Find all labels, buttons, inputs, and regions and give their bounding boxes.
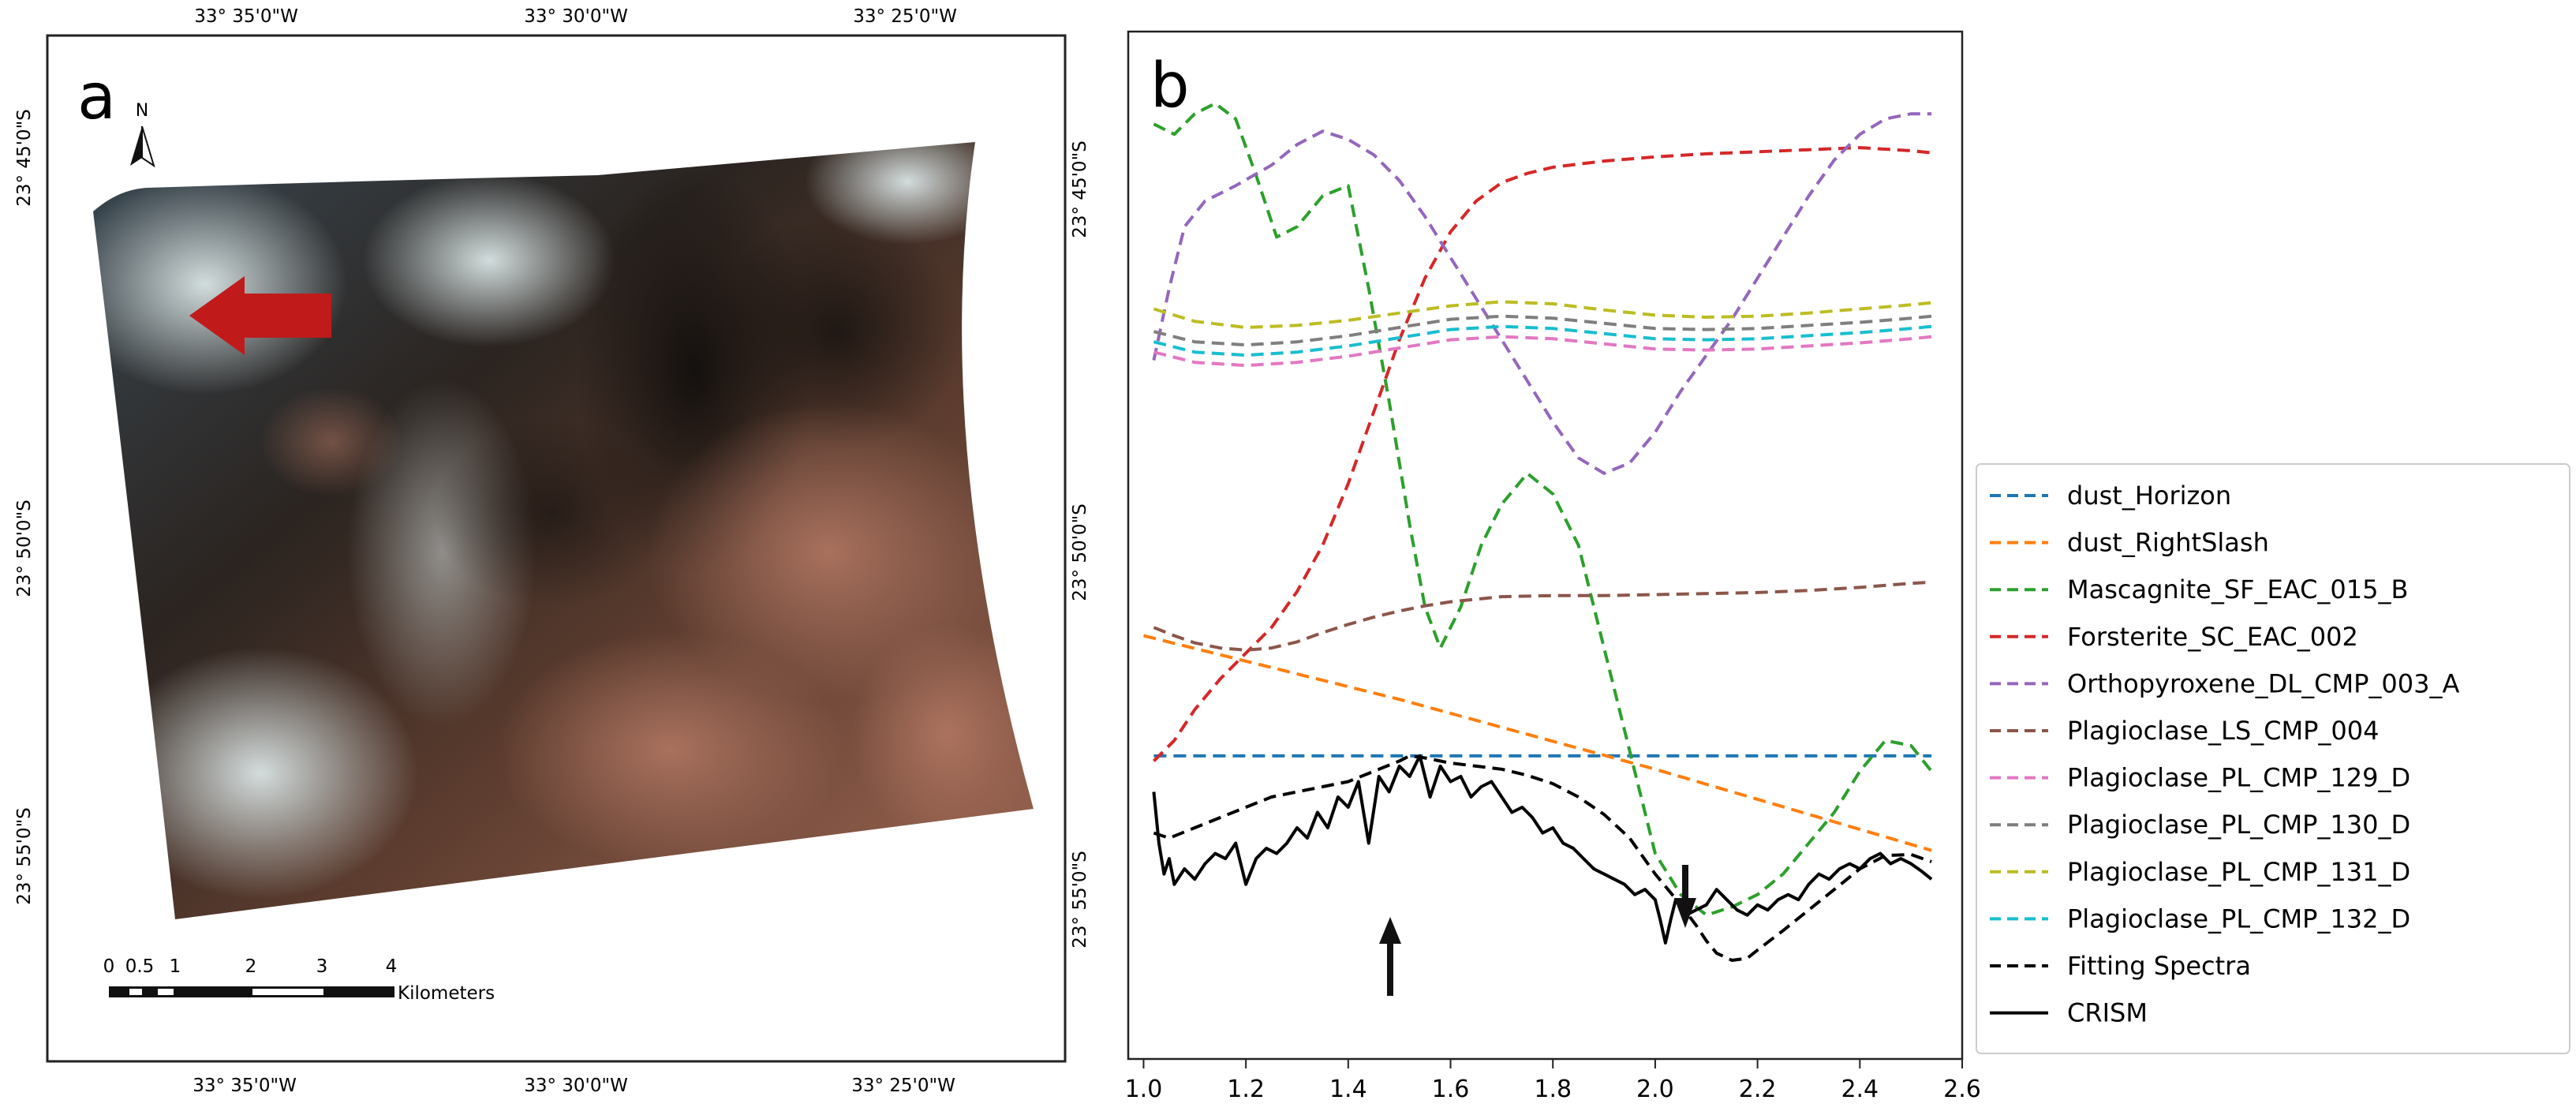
north-arrow-icon: N	[130, 101, 155, 168]
legend-label-plagioclase-pl-cmp-129-d: Plagioclase_PL_CMP_129_D	[2067, 763, 2410, 793]
legend-label-dust-rightslash: dust_RightSlash	[2067, 528, 2269, 558]
top-lon-3: 33° 25'0"W	[853, 6, 957, 27]
legend: dust_Horizon dust_RightSlash Mascagnite_SF…	[1976, 463, 2570, 1054]
scale-tick-0-5: 0.5	[125, 956, 155, 977]
legend-label-crism: CRISM	[2067, 998, 2148, 1028]
series-line-plagioclase-pl-cmp-130-d	[1153, 314, 1932, 347]
scale-tick-3: 3	[316, 956, 328, 977]
left-lat-1: 23° 45'0"S	[14, 109, 35, 206]
plot-frame	[1127, 30, 1964, 1061]
right-lat-3: 23° 55'0"S	[1070, 851, 1090, 948]
scale-tick-1: 1	[170, 956, 181, 977]
x-axis: 1.0 1.2 1.4 1.6 1.8 2.0 2.2 2.4 2.6	[1125, 1059, 1981, 1103]
down-arrow-icon	[1674, 865, 1696, 928]
series-line-mascagnite-sf-eac-015-b	[1153, 102, 1933, 917]
series-line-orthopyroxene-dl-cmp-003-a	[1152, 112, 1932, 475]
svg-text:N: N	[136, 101, 148, 121]
right-lat-1: 23° 45'0"S	[1070, 140, 1090, 238]
left-lat-labels: 23° 45'0"S 23° 50'0"S 23° 55'0"S	[14, 109, 35, 904]
bottom-lon-labels: 33° 35'0"W 33° 30'0"W 33° 25'0"W	[193, 1076, 955, 1096]
right-lat-labels: 23° 45'0"S 23° 50'0"S 23° 55'0"S	[1070, 140, 1090, 948]
scale-unit: Kilometers	[398, 983, 495, 1004]
series-line-crism	[1152, 754, 1933, 945]
legend-label-orthopyroxene-dl-cmp-003-a: Orthopyroxene_DL_CMP_003_A	[2067, 668, 2459, 698]
series-line-plagioclase-pl-cmp-132-d	[1153, 324, 1932, 357]
legend-box	[1976, 463, 2570, 1054]
series-line-plagioclase-pl-cmp-129-d	[1153, 335, 1932, 368]
top-lon-2: 33° 30'0"W	[524, 6, 628, 27]
bottom-lon-1: 33° 35'0"W	[193, 1076, 297, 1096]
bottom-lon-2: 33° 30'0"W	[524, 1076, 628, 1096]
panel-b-chart: b 1.0 1.2 1.4 1.6 1.8 2.0 2.2 2.4 2.6 dust_Horiz…	[1125, 30, 2570, 1103]
legend-label-dust-horizon: dust_Horizon	[2067, 481, 2231, 511]
legend-label-fitting-spectra: Fitting Spectra	[2067, 951, 2251, 981]
panel-a-label: a	[77, 60, 116, 133]
x-tick-label: 1.6	[1432, 1076, 1470, 1103]
legend-label-mascagnite-sf-eac-015-b: Mascagnite_SF_EAC_015_B	[2067, 574, 2408, 604]
right-lat-2: 23° 50'0"S	[1070, 503, 1090, 601]
series-line-forsterite-sc-eac-002	[1152, 146, 1932, 762]
series-line-plagioclase-pl-cmp-131-d	[1153, 300, 1932, 329]
up-arrow-icon	[1379, 917, 1401, 996]
x-tick-label: 1.0	[1125, 1076, 1163, 1103]
series-line-plagioclase-ls-cmp-004	[1153, 580, 1932, 652]
bottom-lon-3: 33° 25'0"W	[851, 1076, 955, 1096]
panel-b-label: b	[1150, 51, 1190, 122]
x-tick-label: 2.6	[1943, 1076, 1981, 1103]
series-layer	[1143, 102, 1933, 962]
x-tick-label: 2.0	[1636, 1076, 1674, 1103]
legend-label-plagioclase-pl-cmp-131-d: Plagioclase_PL_CMP_131_D	[2067, 857, 2410, 887]
panel-a-map: a N 0 0.5 1 2 3 4 Kilometers 33° 35'0"W …	[14, 6, 1090, 1096]
top-lon-labels: 33° 35'0"W 33° 30'0"W 33° 25'0"W	[194, 6, 957, 27]
satellite-scene	[93, 142, 1034, 919]
legend-label-plagioclase-ls-cmp-004: Plagioclase_LS_CMP_004	[2067, 716, 2380, 746]
left-lat-3: 23° 55'0"S	[14, 807, 35, 904]
scale-tick-4: 4	[386, 956, 398, 977]
x-tick-label: 1.8	[1534, 1076, 1572, 1103]
series-line-fitting-spectra	[1153, 754, 1932, 962]
left-lat-2: 23° 50'0"S	[14, 500, 35, 597]
legend-label-plagioclase-pl-cmp-132-d: Plagioclase_PL_CMP_132_D	[2067, 904, 2410, 934]
x-tick-label: 1.2	[1227, 1076, 1265, 1103]
x-tick-label: 2.2	[1739, 1076, 1777, 1103]
legend-label-plagioclase-pl-cmp-130-d: Plagioclase_PL_CMP_130_D	[2067, 810, 2410, 840]
legend-label-forsterite-sc-eac-002: Forsterite_SC_EAC_002	[2067, 622, 2358, 652]
x-tick-label: 1.4	[1329, 1076, 1367, 1103]
scale-tick-2: 2	[245, 956, 257, 977]
scale-tick-0: 0	[103, 956, 115, 977]
top-lon-1: 33° 35'0"W	[194, 6, 298, 27]
scale-bar: 0 0.5 1 2 3 4 Kilometers	[103, 956, 495, 1004]
red-arrow	[189, 276, 331, 355]
series-line-dust-rightslash	[1143, 634, 1932, 852]
x-tick-label: 2.4	[1841, 1076, 1879, 1103]
